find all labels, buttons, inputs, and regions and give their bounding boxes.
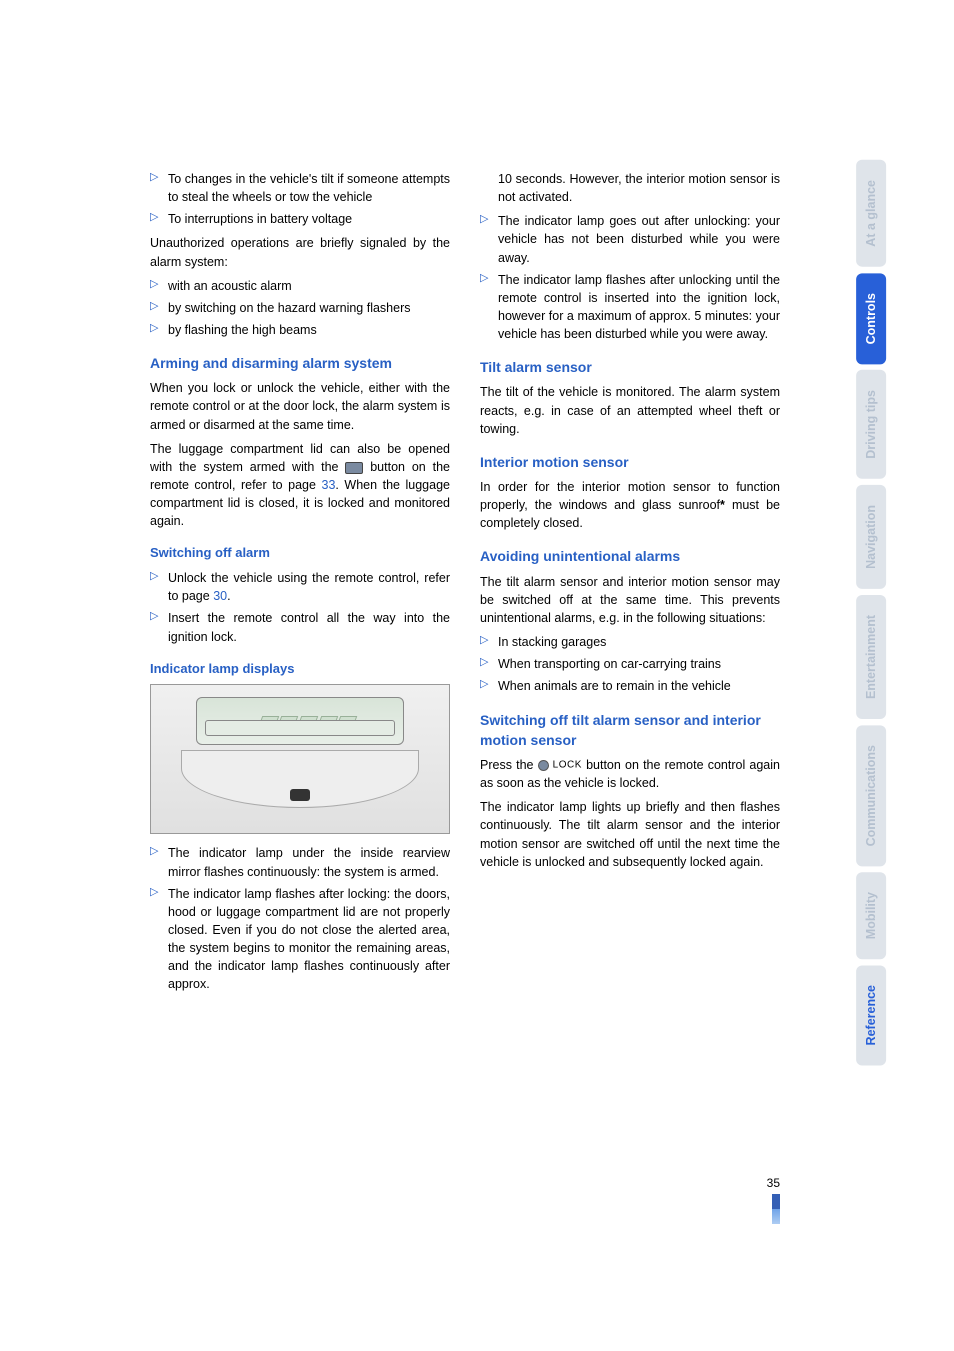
page-number-value: 35 [767, 1176, 780, 1190]
list-item: by switching on the hazard warning flash… [150, 299, 450, 317]
list-item: by flashing the high beams [150, 321, 450, 339]
list-item: To changes in the vehicle's tilt if some… [150, 170, 450, 206]
switching-off-sensors-text2: The indicator lamp lights up briefly and… [480, 798, 780, 871]
arming-heading: Arming and disarming alarm system [150, 353, 450, 373]
tilt-heading: Tilt alarm sensor [480, 357, 780, 377]
tilt-text: The tilt of the vehicle is monitored. Th… [480, 383, 780, 437]
switching-off-sensors-text1: Press the LOCK button on the remote cont… [480, 756, 780, 792]
arming-p2: The luggage compartment lid can also be … [150, 440, 450, 531]
indicator-list: The indicator lamp under the inside rear… [150, 844, 450, 993]
list-item: The indicator lamp goes out after unlock… [480, 212, 780, 266]
interior-text: In order for the interior motion sensor … [480, 478, 780, 532]
right-column: 10 seconds. However, the interior motion… [480, 170, 780, 999]
avoiding-list: In stacking garages When transporting on… [480, 633, 780, 695]
list-item: The indicator lamp flashes after unlocki… [480, 271, 780, 344]
unauthorized-text: Unauthorized operations are briefly sign… [150, 234, 450, 270]
avoiding-text: The tilt alarm sensor and interior motio… [480, 573, 780, 627]
switching-off-heading: Switching off alarm [150, 544, 450, 563]
page-number: 35 [150, 1175, 780, 1224]
list-item: Insert the remote control all the way in… [150, 609, 450, 645]
indicator-lamp-icon [290, 789, 310, 801]
switching-off-sensors-heading: Switching off tilt alarm sensor and inte… [480, 710, 780, 751]
tab-controls[interactable]: Controls [856, 273, 886, 364]
left-column: To changes in the vehicle's tilt if some… [150, 170, 450, 999]
indicator-heading: Indicator lamp displays [150, 660, 450, 679]
tab-navigation[interactable]: Navigation [856, 485, 886, 589]
tab-driving-tips[interactable]: Driving tips [856, 370, 886, 479]
unauthorized-list: with an acoustic alarm by switching on t… [150, 277, 450, 339]
tilt-interrupt-list: To changes in the vehicle's tilt if some… [150, 170, 450, 228]
list-item: Unlock the vehicle using the remote cont… [150, 569, 450, 605]
tab-at-a-glance[interactable]: At a glance [856, 160, 886, 267]
section-tabs: At a glance Controls Driving tips Naviga… [856, 160, 886, 1066]
switching-off-list: Unlock the vehicle using the remote cont… [150, 569, 450, 646]
tab-reference[interactable]: Reference [856, 965, 886, 1065]
list-item: When animals are to remain in the vehicl… [480, 677, 780, 695]
text: . [227, 589, 230, 603]
continuation-text: 10 seconds. However, the interior motion… [480, 170, 780, 206]
rearview-mirror-diagram [150, 684, 450, 834]
page-bar-icon [772, 1194, 780, 1224]
page-link-33[interactable]: 33 [322, 478, 336, 492]
arming-p1: When you lock or unlock the vehicle, eit… [150, 379, 450, 433]
lock-button-icon [538, 760, 549, 771]
list-item: In stacking garages [480, 633, 780, 651]
text: Press the [480, 758, 538, 772]
page-link-30[interactable]: 30 [213, 589, 227, 603]
avoiding-heading: Avoiding unintentional alarms [480, 546, 780, 566]
trunk-button-icon [345, 462, 363, 474]
text: Unlock the vehicle using the remote cont… [168, 571, 450, 603]
tab-mobility[interactable]: Mobility [856, 872, 886, 959]
interior-heading: Interior motion sensor [480, 452, 780, 472]
list-item: The indicator lamp under the inside rear… [150, 844, 450, 880]
list-item: When transporting on car-carrying trains [480, 655, 780, 673]
tab-communications[interactable]: Communications [856, 725, 886, 866]
lock-label: LOCK [549, 760, 582, 771]
tab-entertainment[interactable]: Entertainment [856, 595, 886, 719]
list-item: with an acoustic alarm [150, 277, 450, 295]
list-item: To interruptions in battery voltage [150, 210, 450, 228]
list-item: The indicator lamp flashes after locking… [150, 885, 450, 994]
indicator-cont-list: The indicator lamp goes out after unlock… [480, 212, 780, 343]
